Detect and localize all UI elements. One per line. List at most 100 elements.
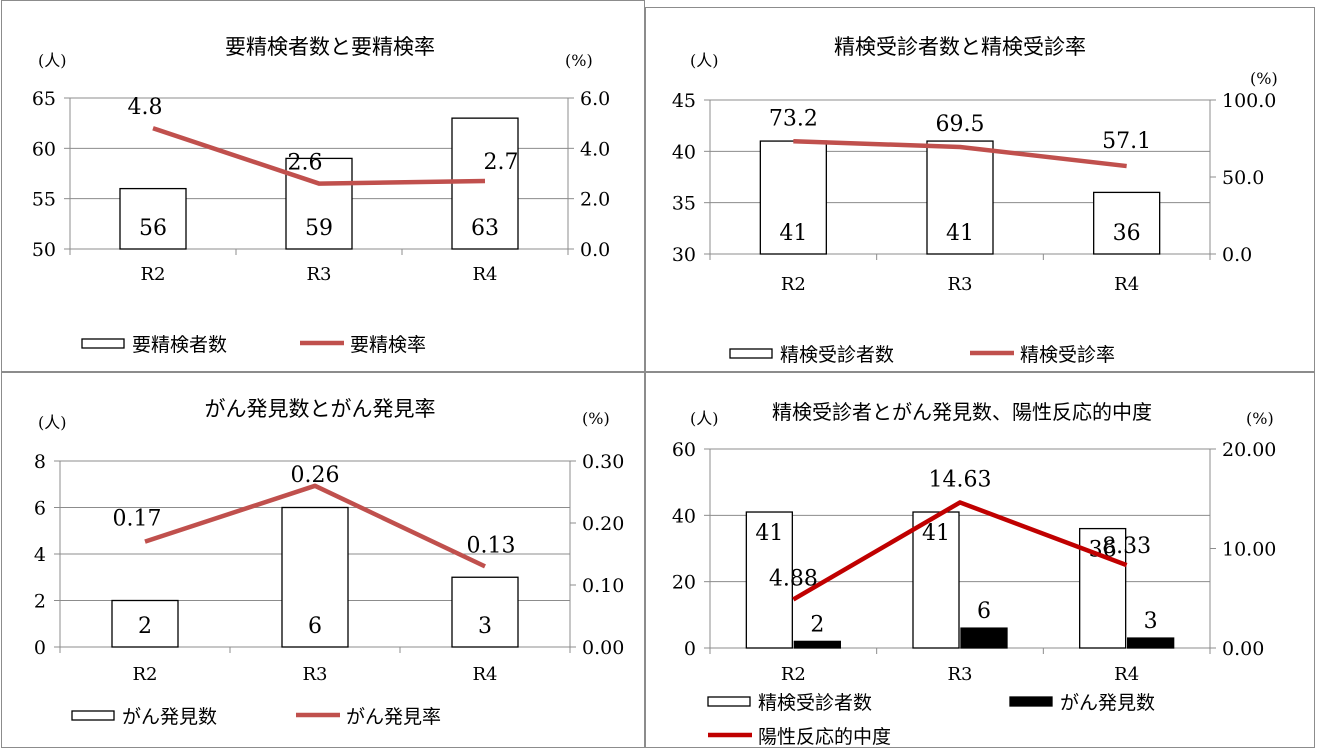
bar-data-label: 41 <box>946 221 974 246</box>
line-data-label: 14.63 <box>929 467 992 492</box>
line-series <box>152 126 486 186</box>
line-data-label: 4.8 <box>128 95 163 120</box>
bar-data-label: 41 <box>755 521 783 546</box>
x-tick-label: R4 <box>1114 274 1139 295</box>
y-tick-label: 30 <box>672 244 696 266</box>
legend-label: 精検受診率 <box>1020 344 1115 366</box>
line-data-label: 2.6 <box>288 151 323 176</box>
x-tick-label: R2 <box>781 274 806 295</box>
y-axis-unit-right: (%) <box>1250 69 1278 88</box>
y-tick-label: 65 <box>32 88 56 110</box>
legend-swatch-bar <box>1009 696 1053 707</box>
bar <box>281 506 349 648</box>
y-axis-unit-left: (人) <box>38 413 67 432</box>
y2-tick-label: 0.00 <box>1222 638 1264 660</box>
line-data-label: 0.13 <box>467 533 516 558</box>
x-tick-label: R3 <box>302 664 327 685</box>
y-tick-label: 45 <box>672 90 696 112</box>
legend-swatch-bar <box>707 696 751 707</box>
line-data-label: 57.1 <box>1102 129 1151 154</box>
legend-label: 精検受診者数 <box>780 344 894 366</box>
y-tick-label: 50 <box>32 239 56 261</box>
bar-data-label: 63 <box>471 216 499 241</box>
bar-data-label: 6 <box>308 614 322 639</box>
y2-tick-label: 6.0 <box>580 88 610 110</box>
chart-title: がん発見数とがん発見率 <box>205 397 436 421</box>
y-tick-label: 55 <box>32 189 56 211</box>
y-tick-label: 6 <box>34 498 46 520</box>
line-data-label: 2.7 <box>484 150 519 175</box>
y2-tick-label: 50.0 <box>1222 167 1264 189</box>
y2-tick-label: 100.0 <box>1222 90 1276 112</box>
x-tick-label: R4 <box>472 264 497 285</box>
bar <box>285 157 353 250</box>
bar-data-label: 6 <box>977 599 991 624</box>
legend-label: 要精検率 <box>350 334 426 356</box>
bar <box>793 640 841 649</box>
bar-data-label: 3 <box>478 614 492 639</box>
x-tick-label: R2 <box>132 664 157 685</box>
y-tick-label: 0 <box>34 637 46 659</box>
y-axis-unit-right: (%) <box>582 409 610 428</box>
y-tick-label: 35 <box>672 193 696 215</box>
chart-title: 精検受診者数と精検受診率 <box>834 35 1086 59</box>
y-axis-unit-left: (人) <box>38 51 67 70</box>
legend-swatch-bar <box>81 338 125 349</box>
y-axis-unit-right: (%) <box>1246 409 1274 428</box>
bar-data-label: 2 <box>138 614 152 639</box>
bar <box>745 511 793 649</box>
x-tick-label: R2 <box>781 664 806 685</box>
chart-3: がん発見数とがん発見率 (人) (%) 0 2 4 6 8 0.00 0.10 0.20 0.30 R2… <box>34 397 624 728</box>
legend-label: がん発見率 <box>346 706 441 728</box>
bar <box>912 511 960 649</box>
line-data-label: 73.2 <box>769 106 818 131</box>
legend-label: 要精検者数 <box>132 334 227 356</box>
bar <box>119 187 187 250</box>
y-axis-unit-left: (人) <box>690 51 719 70</box>
line-data-label: 8.33 <box>1102 534 1151 559</box>
line-data-label: 69.5 <box>936 112 985 137</box>
legend-label: 陽性反応的中度 <box>758 726 891 748</box>
bar-data-label: 59 <box>305 216 333 241</box>
y2-tick-label: 0.0 <box>580 239 610 261</box>
bar <box>111 599 179 648</box>
x-tick-label: R2 <box>140 264 165 285</box>
bar-data-label: 3 <box>1144 609 1158 634</box>
x-tick-label: R3 <box>947 664 972 685</box>
chart-4: 精検受診者とがん発見数、陽性反応的中度 (人) (%) 0 20 40 60 0.00 10.0… <box>672 400 1277 748</box>
bar <box>451 576 519 648</box>
y-tick-label: 4 <box>34 544 46 566</box>
legend-swatch-bar <box>71 710 115 721</box>
bar-data-label: 36 <box>1113 221 1141 246</box>
line-series <box>144 483 486 569</box>
chart-2: 精検受診者数と精検受診率 (人) (%) 30 35 40 45 0.0 50.0 100.0 R2… <box>672 35 1278 366</box>
x-tick-label: R4 <box>472 664 497 685</box>
bar-data-label: 56 <box>139 216 167 241</box>
y2-tick-label: 2.0 <box>580 189 610 211</box>
line-series <box>792 500 1128 602</box>
chart-title: 精検受診者とがん発見数、陽性反応的中度 <box>772 400 1152 424</box>
y-tick-label: 40 <box>672 505 696 527</box>
y2-tick-label: 0.00 <box>582 637 624 659</box>
legend-swatch-bar <box>729 348 773 359</box>
x-tick-label: R3 <box>947 274 972 295</box>
y-tick-label: 40 <box>672 141 696 163</box>
y-axis-unit-left: (人) <box>690 409 719 428</box>
y2-tick-label: 20.00 <box>1222 439 1276 461</box>
line-data-label: 4.88 <box>769 566 818 591</box>
y-tick-label: 2 <box>34 591 46 613</box>
line-data-label: 0.17 <box>113 507 162 532</box>
line-data-label: 0.26 <box>291 463 340 488</box>
bar <box>1093 191 1161 255</box>
y2-tick-label: 0.0 <box>1222 244 1252 266</box>
y2-tick-label: 10.00 <box>1222 539 1276 561</box>
legend-label: がん発見数 <box>122 706 217 728</box>
y2-tick-label: 0.30 <box>582 451 624 473</box>
y-tick-label: 60 <box>32 138 56 160</box>
x-tick-label: R3 <box>306 264 331 285</box>
bar <box>960 627 1008 649</box>
line-series <box>793 139 1127 169</box>
y-tick-label: 60 <box>672 439 696 461</box>
bar-data-label: 41 <box>779 221 807 246</box>
